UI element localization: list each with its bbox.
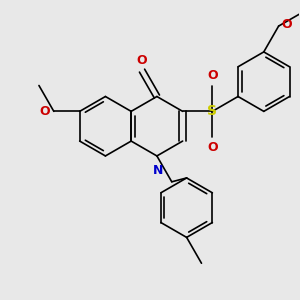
Text: N: N — [153, 164, 164, 177]
Text: O: O — [40, 105, 50, 118]
Text: O: O — [207, 69, 218, 82]
Text: O: O — [282, 18, 292, 31]
Text: O: O — [207, 141, 218, 154]
Text: S: S — [207, 104, 218, 118]
Text: O: O — [137, 54, 147, 67]
